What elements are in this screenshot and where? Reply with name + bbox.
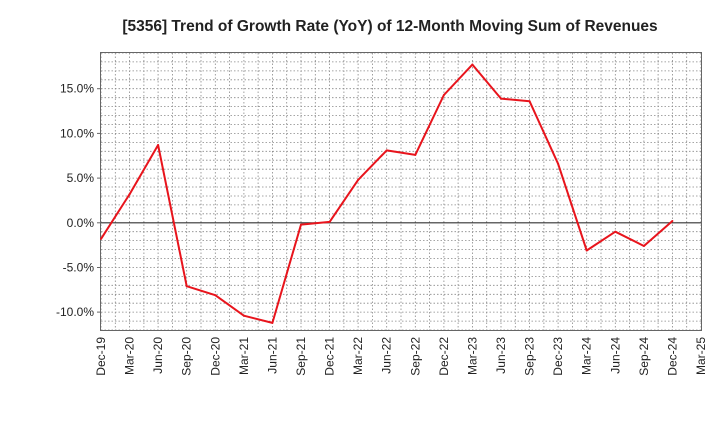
data-point xyxy=(442,94,445,96)
x-tick-label: Dec-22 xyxy=(437,337,451,376)
x-tick-label: Mar-21 xyxy=(237,337,251,375)
data-point xyxy=(100,237,102,240)
x-tick-label: Dec-23 xyxy=(551,337,565,376)
data-point xyxy=(357,178,360,181)
x-tick-label: Mar-23 xyxy=(465,337,479,375)
y-tick-label: 5.0% xyxy=(67,171,95,185)
data-point xyxy=(614,230,617,233)
x-tick-label: Dec-20 xyxy=(208,337,222,376)
y-tick-label: 10.0% xyxy=(60,126,94,140)
data-point xyxy=(328,220,331,223)
data-point xyxy=(214,294,217,297)
y-tick-label: 15.0% xyxy=(60,82,94,96)
data-point xyxy=(157,144,160,146)
x-tick-label: Jun-24 xyxy=(608,337,622,374)
x-tick-label: Mar-20 xyxy=(123,337,137,375)
data-point xyxy=(128,193,131,196)
data-point xyxy=(642,245,645,247)
y-tick-label: 0.0% xyxy=(67,216,95,230)
x-tick-label: Sep-21 xyxy=(294,337,308,376)
x-tick-label: Sep-23 xyxy=(523,337,537,376)
data-point xyxy=(557,162,560,165)
y-axis-tick-labels: 15.0% 10.0% 5.0% 0.0% -5.0% -10.0% xyxy=(56,82,101,319)
x-tick-label: Dec-19 xyxy=(94,337,108,376)
x-tick-label: Mar-22 xyxy=(351,337,365,375)
x-tick-label: Jun-22 xyxy=(380,337,394,374)
data-point xyxy=(585,249,588,252)
data-point xyxy=(185,285,188,288)
data-point xyxy=(385,149,388,152)
data-point xyxy=(242,314,245,317)
x-axis-tick-labels: Dec-19 Mar-20 Jun-20 Sep-20 Dec-20 Mar-21 Jun-… xyxy=(94,337,708,376)
plot-area xyxy=(100,52,702,331)
x-tick-label: Mar-25 xyxy=(694,337,708,375)
x-tick-label: Dec-21 xyxy=(323,337,337,376)
y-tick-label: -10.0% xyxy=(56,305,94,319)
x-tick-label: Jun-21 xyxy=(265,337,279,374)
x-tick-label: Jun-20 xyxy=(151,337,165,374)
data-point xyxy=(671,220,674,222)
chart-title: [5356] Trend of Growth Rate (YoY) of 12-… xyxy=(122,18,657,35)
data-point xyxy=(300,223,302,226)
series xyxy=(100,63,674,324)
data-point xyxy=(414,153,417,156)
x-tick-label: Sep-24 xyxy=(637,337,651,376)
x-tick-label: Dec-24 xyxy=(665,337,679,376)
y-tick-label: -5.0% xyxy=(63,261,95,275)
x-tick-label: Jun-23 xyxy=(494,337,508,374)
data-point xyxy=(528,100,531,103)
grid xyxy=(100,52,702,331)
data-point xyxy=(500,97,502,100)
x-tick-label: Sep-22 xyxy=(408,337,422,376)
data-point xyxy=(471,63,474,66)
data-point xyxy=(271,321,274,324)
x-tick-label: Mar-24 xyxy=(580,337,594,375)
x-tick-label: Sep-20 xyxy=(180,337,194,376)
